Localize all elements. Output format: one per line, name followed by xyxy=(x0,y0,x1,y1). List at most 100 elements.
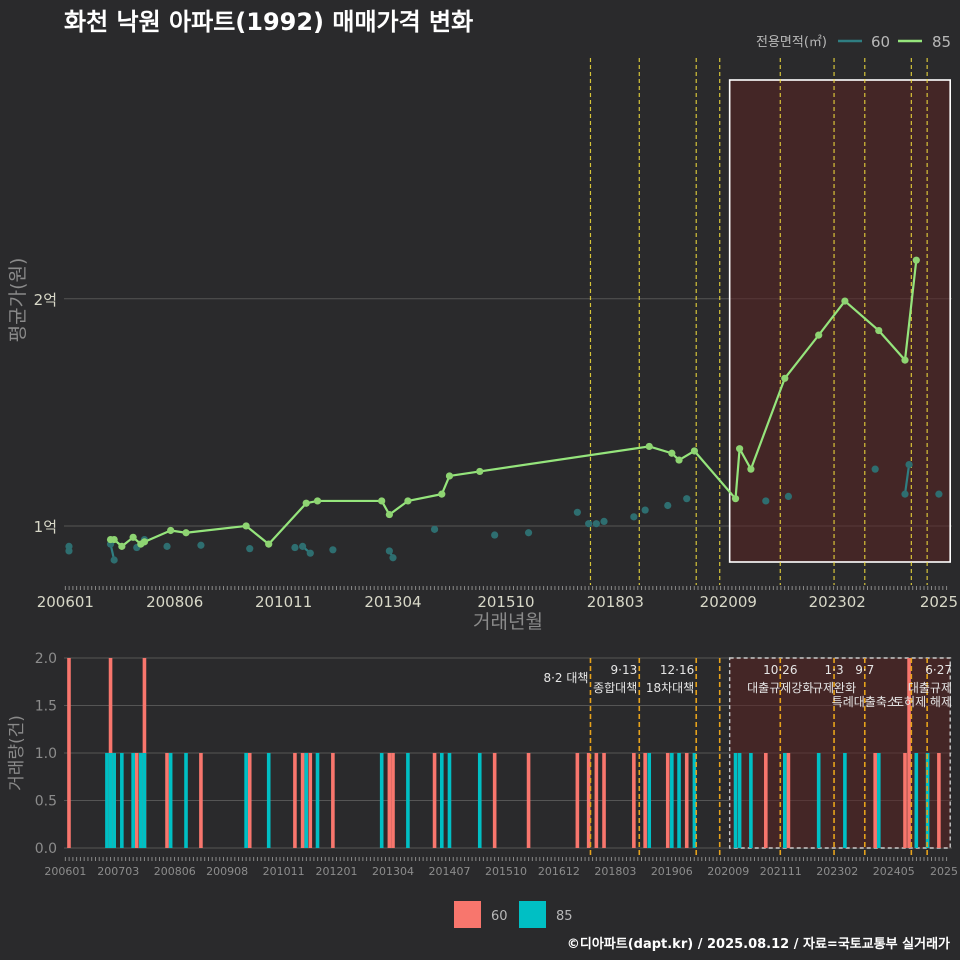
series-60-point xyxy=(585,520,593,528)
series-60-point xyxy=(784,492,793,501)
series-85-point xyxy=(476,467,484,476)
series-85-point xyxy=(731,495,740,503)
volume-bar-85 xyxy=(108,753,113,848)
bottom-x-tick-label: 200908 xyxy=(206,865,248,878)
series-85-point xyxy=(445,472,454,480)
volume-bar-85 xyxy=(142,753,147,848)
event-date-label: 12·16 xyxy=(660,663,694,677)
series-60-point xyxy=(385,547,393,555)
series-85-point xyxy=(668,449,676,457)
volume-legend: 60 85 xyxy=(454,901,573,928)
series-85-point xyxy=(747,465,755,473)
highlight-box xyxy=(728,79,951,563)
top-x-tick-label: 2025 xyxy=(920,593,958,611)
series-85-point xyxy=(378,497,386,505)
legend-title: 전용면적(㎡) xyxy=(756,35,827,50)
event-name-label: 토허제 해제 xyxy=(893,695,952,709)
bottom-x-tick-label: 2025 xyxy=(930,865,958,878)
volume-bar-60 xyxy=(643,753,647,848)
top-x-tick-label: 202009 xyxy=(700,593,757,611)
volume-bar-85 xyxy=(677,753,681,848)
volume-bar-60 xyxy=(575,753,580,848)
series-85-point xyxy=(182,529,190,537)
bottom-x-tick-label: 201906 xyxy=(651,865,693,878)
series-60-point xyxy=(664,501,672,510)
area-legend: 전용면적(㎡) 60 85 xyxy=(756,33,951,51)
top-x-axis-title: 거래년월 xyxy=(473,611,543,633)
top-x-tick-label: 201510 xyxy=(477,593,534,611)
volume-bar-60 xyxy=(247,753,252,848)
top-x-axis: 200601 200806 201011 201304 201510 201803 2020… xyxy=(37,586,958,611)
volume-bar-60 xyxy=(786,753,791,848)
legend-bottom-label-85: 85 xyxy=(556,909,573,924)
bottom-x-tick-label: 202302 xyxy=(816,865,858,878)
series-85-point xyxy=(167,526,175,535)
volume-bar-60 xyxy=(134,753,139,848)
series-60-point xyxy=(901,490,909,498)
volume-bar-60 xyxy=(594,753,599,848)
series-60-point xyxy=(600,517,608,525)
series-85-point xyxy=(841,297,849,305)
event-date-label: 1·3 xyxy=(825,663,844,677)
series-60-point xyxy=(491,531,499,539)
volume-bar-85 xyxy=(843,753,847,848)
bottom-policy-lines xyxy=(589,658,928,856)
policy-event-labels: 8·2 대책 9·13 종합대책 12·16 18차대책 10·26 대출규제강화 1·3 규제… xyxy=(543,663,952,709)
volume-bar-85 xyxy=(168,753,173,848)
event-date-label: 9·13 xyxy=(611,663,638,677)
series-85-point xyxy=(645,442,653,451)
event-name-label: 대출규제 xyxy=(908,681,952,695)
bottom-x-tick-label: 201407 xyxy=(428,865,470,878)
bottom-y-tick-label: 0.0 xyxy=(35,841,57,857)
volume-bar-60 xyxy=(526,753,531,848)
bottom-x-tick-label: 202405 xyxy=(873,865,915,878)
bottom-y-axis: 0.0 0.5 1.0 1.5 2.0 xyxy=(35,651,57,857)
top-x-tick-label: 201304 xyxy=(364,593,421,611)
series-60-point xyxy=(299,542,307,550)
volume-bar-85 xyxy=(816,753,821,848)
volume-bar-60 xyxy=(300,753,305,848)
series-60-point xyxy=(197,541,205,549)
series-60-point xyxy=(389,554,397,562)
series-85-point xyxy=(140,538,149,546)
bottom-x-tick-label: 201612 xyxy=(538,865,580,878)
series-60-point xyxy=(306,549,314,557)
top-y-tick-label: 1억 xyxy=(34,518,57,536)
top-x-tick-label: 201011 xyxy=(255,593,312,611)
series-85-point xyxy=(404,497,412,505)
volume-bar-85 xyxy=(112,753,116,848)
legend-bottom-label-60: 60 xyxy=(491,909,508,924)
volume-bar-85 xyxy=(304,753,309,848)
series-60-point xyxy=(573,508,581,516)
chart-title: 화천 낙원 아파트(1992) 매매가격 변화 xyxy=(64,8,473,36)
volume-bar-85 xyxy=(876,753,881,848)
event-name-label: 종합대책 xyxy=(593,680,637,695)
series-85-point xyxy=(313,497,322,505)
series-60-point xyxy=(110,556,118,564)
series-85-point xyxy=(385,510,393,519)
event-name-label: 18차대책 xyxy=(646,680,694,695)
series-85 xyxy=(106,256,920,550)
top-y-tick-label: 2억 xyxy=(34,291,57,309)
series-85-point xyxy=(438,490,446,498)
volume-bar-85 xyxy=(733,753,738,848)
volume-bar-60 xyxy=(903,753,907,848)
event-date-label: 9·7 xyxy=(855,663,874,677)
series-60-point xyxy=(163,542,171,550)
series-60-point xyxy=(246,545,254,553)
volume-bar-85 xyxy=(749,753,753,848)
volume-bars xyxy=(67,658,941,848)
volume-bar-85 xyxy=(139,753,143,848)
series-60-point xyxy=(291,543,299,552)
series-85-point xyxy=(118,542,126,550)
series-85-point xyxy=(110,535,118,544)
series-60-point xyxy=(65,547,73,555)
volume-bar-60 xyxy=(331,753,335,848)
top-highlight-region xyxy=(728,79,951,563)
event-date-label: 6·27 xyxy=(925,663,952,677)
volume-bar-60 xyxy=(907,658,911,848)
volume-bar-60 xyxy=(684,753,689,848)
source-caption: ©디아파트(dapt.kr) / 2025.08.12 / 자료=국토교통부 실… xyxy=(567,936,950,952)
series-85-point xyxy=(781,374,789,382)
top-x-tick-label: 202302 xyxy=(809,593,866,611)
